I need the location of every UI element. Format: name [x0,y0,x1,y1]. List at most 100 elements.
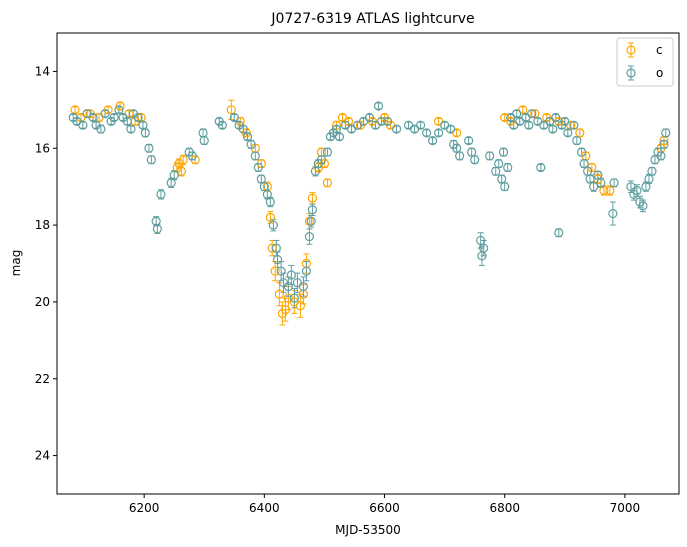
point-c [265,212,275,222]
point-o [276,266,286,276]
point-o [373,101,384,111]
point-o [114,105,124,115]
point-o [272,255,283,265]
point-o [250,151,260,161]
x-tick-label: 6400 [249,501,280,515]
point-c [176,166,186,176]
point-c [331,120,342,130]
point-o [577,147,587,157]
point-o [421,128,432,138]
point-o [428,135,438,146]
point-o [100,109,110,119]
point-o [298,281,308,292]
point-c [270,266,280,276]
point-o [316,155,327,165]
point-o [96,124,106,134]
point-o [512,109,522,119]
point-c [267,243,277,253]
point-o [560,116,570,126]
point-o [476,235,486,246]
point-c [605,185,615,196]
point-o [647,166,657,176]
point-o [146,155,156,165]
point-o [608,208,618,219]
point-o [491,166,501,176]
y-axis-ticks: 14 16 18 20 22 24 [35,64,57,463]
point-o [286,270,296,280]
point-o [253,162,263,173]
data-points [68,101,671,319]
point-o [503,162,513,173]
point-o [199,135,209,146]
point-o [563,128,573,138]
point-o [238,124,248,134]
point-o [126,124,136,134]
error-bars [70,99,669,326]
point-o [310,166,321,176]
point-o [470,155,480,165]
point-o [256,174,266,184]
point-o [382,116,393,126]
point-o [242,132,253,142]
point-c [599,185,609,196]
point-o [268,220,278,230]
legend-marker-o [626,68,636,78]
point-o [262,189,272,199]
point-o [265,197,275,207]
y-tick-label: 22 [35,372,50,386]
y-tick-label: 24 [35,449,50,463]
point-o [572,135,582,146]
point-o [78,120,88,130]
point-o [452,143,462,153]
point-o [498,147,509,157]
point-o [166,178,176,188]
point-o [455,151,465,161]
point-c [530,109,540,119]
point-o [609,178,619,188]
point-o [376,116,387,126]
x-axis-ticks: 6200 6400 6600 6800 7000 [129,494,640,515]
point-o [109,112,119,123]
legend: co [616,37,674,87]
y-tick-label: 16 [35,141,50,155]
point-o [307,205,318,215]
point-o [464,135,474,146]
point-o [246,139,256,150]
point-o [638,201,648,211]
y-axis-label: mag [9,250,23,277]
point-o [391,124,402,134]
x-tick-label: 6200 [129,501,160,515]
point-o [500,182,510,192]
point-o [479,243,489,253]
point-o [331,124,342,134]
point-o [334,132,345,142]
y-tick-label: 18 [35,218,50,232]
point-c [226,105,236,115]
point-c [178,155,188,165]
legend-label-c: c [656,43,663,57]
chart-title: J0727-6319 ATLAS lightcurve [270,11,474,27]
point-o [283,281,293,292]
point-o [548,124,558,134]
point-o [656,151,666,161]
point-o [494,159,504,169]
point-o [527,109,537,119]
point-o [485,151,495,161]
point-o [661,128,671,138]
point-o [497,174,507,184]
point-o [596,178,606,188]
point-c [295,301,305,311]
point-o [632,185,642,196]
point-o [446,124,456,134]
legend-label-o: o [656,66,663,80]
point-o [152,224,162,234]
point-c [115,101,125,111]
y-tick-label: 14 [35,64,50,78]
point-o [593,170,603,180]
point-o [229,112,239,123]
point-o [569,120,579,130]
legend-box [616,37,674,87]
point-o [467,147,477,157]
point-o [415,120,426,130]
